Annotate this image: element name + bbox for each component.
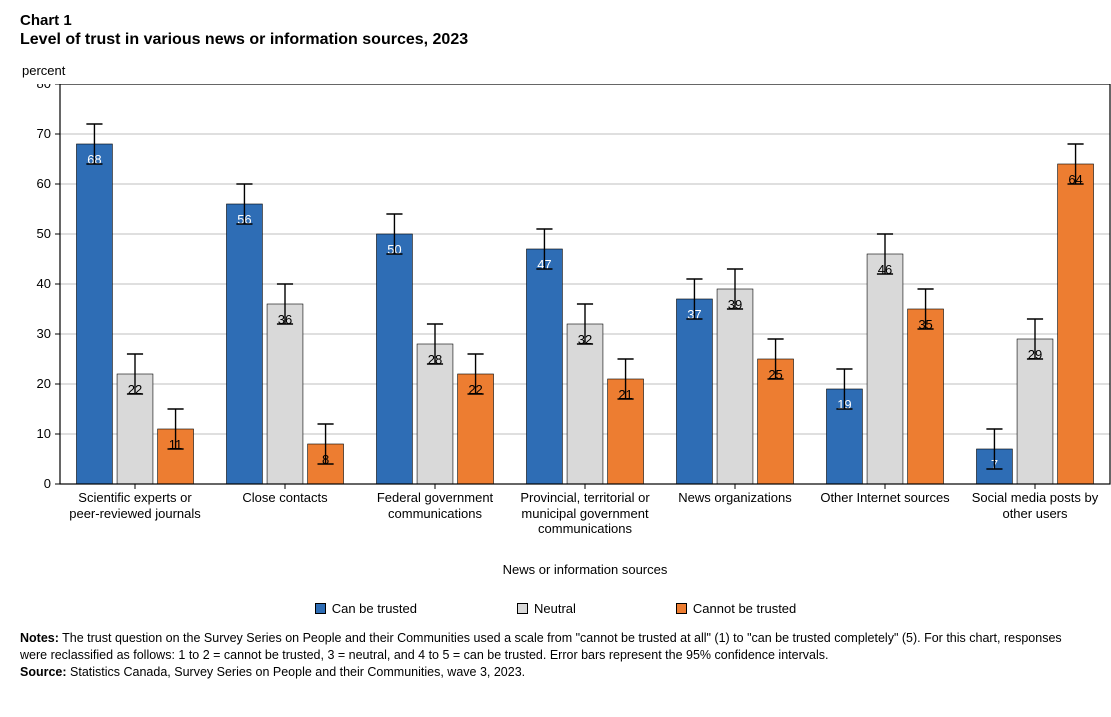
- bar: [377, 234, 413, 484]
- bar: [227, 204, 263, 484]
- bar: [527, 249, 563, 484]
- source-line: Source: Statistics Canada, Survey Series…: [20, 664, 1091, 681]
- bar: [908, 309, 944, 484]
- bar: [267, 304, 303, 484]
- y-tick-label: 10: [37, 426, 51, 441]
- category-label: Other Internet sources: [814, 490, 956, 506]
- y-tick-label: 20: [37, 376, 51, 391]
- category-label: Close contacts: [214, 490, 356, 506]
- y-tick-label: 80: [37, 84, 51, 91]
- bar: [677, 299, 713, 484]
- notes-label: Notes:: [20, 631, 59, 645]
- bar: [77, 144, 113, 484]
- notes-text: The trust question on the Survey Series …: [20, 631, 1062, 662]
- y-tick-label: 70: [37, 126, 51, 141]
- y-tick-label: 60: [37, 176, 51, 191]
- y-tick-label: 50: [37, 226, 51, 241]
- bar: [1058, 164, 1094, 484]
- source-label: Source:: [20, 665, 67, 679]
- y-tick-label: 30: [37, 326, 51, 341]
- chart-footer: Notes: The trust question on the Survey …: [20, 630, 1091, 681]
- y-tick-label: 40: [37, 276, 51, 291]
- notes-line: Notes: The trust question on the Survey …: [20, 630, 1091, 664]
- x-axis-title: News or information sources: [503, 562, 668, 577]
- legend-label: Cannot be trusted: [693, 601, 796, 616]
- category-label: Provincial, territorial or municipal gov…: [514, 490, 656, 537]
- bar: [867, 254, 903, 484]
- category-label: Scientific experts or peer-reviewed jour…: [64, 490, 206, 521]
- chart-container: Chart 1 Level of trust in various news o…: [0, 0, 1111, 717]
- legend-item: Can be trusted: [315, 601, 417, 616]
- legend: Can be trusted Neutral Cannot be trusted: [20, 601, 1091, 616]
- legend-swatch: [676, 603, 687, 614]
- bar: [717, 289, 753, 484]
- bar-chart: 01020304050607080682211Scientific expert…: [20, 84, 1111, 584]
- y-tick-label: 0: [44, 476, 51, 491]
- legend-swatch: [517, 603, 528, 614]
- legend-label: Neutral: [534, 601, 576, 616]
- chart-title: Level of trust in various news or inform…: [20, 31, 1091, 49]
- category-label: Social media posts by other users: [964, 490, 1106, 521]
- bar: [567, 324, 603, 484]
- legend-item: Cannot be trusted: [676, 601, 796, 616]
- source-text: Statistics Canada, Survey Series on Peop…: [67, 665, 526, 679]
- legend-label: Can be trusted: [332, 601, 417, 616]
- category-label: Federal government communications: [364, 490, 506, 521]
- chart-plot-wrap: 01020304050607080682211Scientific expert…: [20, 84, 1091, 589]
- legend-swatch: [315, 603, 326, 614]
- y-axis-title: percent: [22, 63, 1091, 78]
- category-label: News organizations: [664, 490, 806, 506]
- legend-item: Neutral: [517, 601, 576, 616]
- chart-number: Chart 1: [20, 12, 1091, 29]
